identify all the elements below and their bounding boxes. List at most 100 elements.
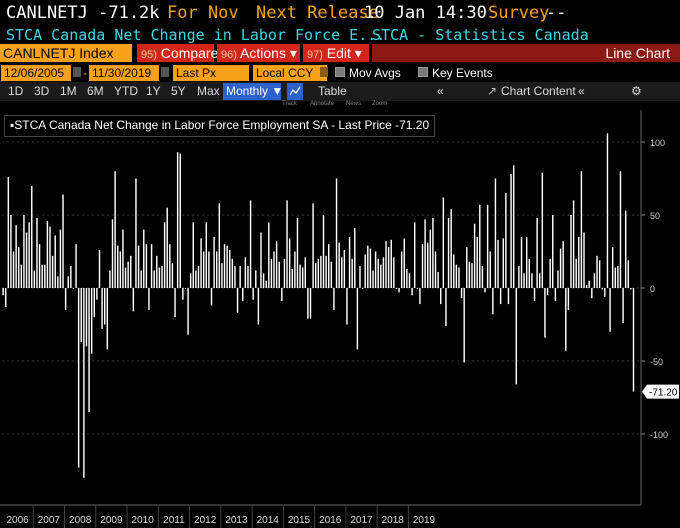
bar xyxy=(364,254,366,288)
chart-content-button[interactable]: Chart Content xyxy=(501,84,576,98)
bar xyxy=(294,251,296,288)
bar xyxy=(580,171,583,288)
bar xyxy=(299,264,301,288)
bar xyxy=(583,232,585,288)
bar xyxy=(187,288,189,335)
period-6m[interactable]: 6M xyxy=(87,84,104,98)
bar xyxy=(166,207,168,288)
bar xyxy=(372,270,374,288)
bar xyxy=(393,257,395,288)
period-3d[interactable]: 3D xyxy=(34,84,50,98)
bar xyxy=(484,288,486,293)
bar xyxy=(330,261,333,288)
bar xyxy=(93,288,95,318)
bar xyxy=(619,171,622,288)
period-1y[interactable]: 1Y xyxy=(146,84,161,98)
bar xyxy=(572,200,575,288)
x-tick-label: 2015 xyxy=(288,515,311,526)
x-tick-label: 2006 xyxy=(7,515,30,526)
bar xyxy=(270,258,273,288)
track-tool[interactable]: Track xyxy=(282,101,297,107)
bar xyxy=(20,264,23,288)
bar xyxy=(140,270,142,288)
end-calendar-icon[interactable] xyxy=(161,67,169,77)
period-5y[interactable]: 5Y xyxy=(171,84,186,98)
news-tool[interactable]: News xyxy=(346,101,362,107)
bar xyxy=(369,248,372,288)
bar xyxy=(148,288,150,310)
currency-selector[interactable]: Local CCY xyxy=(253,65,327,81)
compare-button[interactable]: 95) Compare xyxy=(137,44,218,62)
bar xyxy=(288,238,291,288)
bar xyxy=(257,288,260,325)
bar xyxy=(346,288,348,325)
bar xyxy=(609,288,611,332)
bar xyxy=(348,236,351,288)
period-ytd[interactable]: YTD xyxy=(114,84,138,98)
next-release-label: Next Release xyxy=(256,3,379,23)
actions-menu-button[interactable]: 96) Actions ▾ xyxy=(217,44,300,62)
bar xyxy=(103,288,106,325)
header-security-line: CANLNETJ -71.2k For Nov Next Release 10 … xyxy=(0,0,680,26)
chart-legend: ▪STCA Canada Net Change in Labor Force E… xyxy=(4,115,436,137)
bar xyxy=(531,273,533,288)
bar xyxy=(528,258,531,288)
next-release-value: 10 Jan 14:30 xyxy=(364,3,487,23)
zoom-tool[interactable]: Zoom xyxy=(372,101,388,107)
bar xyxy=(64,288,67,310)
bar xyxy=(395,288,398,289)
bar xyxy=(390,239,392,288)
start-calendar-icon[interactable] xyxy=(73,67,81,77)
bar xyxy=(505,193,507,288)
collapse-left-icon[interactable]: « xyxy=(437,84,444,98)
bar xyxy=(304,257,306,288)
bar xyxy=(549,258,551,288)
bar xyxy=(343,250,346,288)
bar xyxy=(15,225,17,288)
bar xyxy=(117,245,119,288)
bar xyxy=(2,288,4,296)
x-tick-label: 2017 xyxy=(350,515,373,526)
collapse-right-icon[interactable]: « xyxy=(578,84,585,98)
gear-icon[interactable]: ⚙ xyxy=(631,84,642,98)
y-tick-label: 100 xyxy=(650,138,665,148)
security-description[interactable]: STCA Canada Net Change in Labor Force E.… xyxy=(6,26,386,44)
bar xyxy=(554,288,557,302)
bar xyxy=(567,288,570,310)
period-max[interactable]: Max xyxy=(197,84,220,98)
bar xyxy=(301,267,304,288)
bar xyxy=(44,264,46,288)
bar xyxy=(46,220,49,288)
bar xyxy=(460,288,463,299)
mov-avgs-checkbox[interactable] xyxy=(335,67,345,77)
security-index-field[interactable]: CANLNETJ Index xyxy=(0,44,132,62)
bar xyxy=(377,258,379,288)
period-1m[interactable]: 1M xyxy=(60,84,77,98)
bar xyxy=(4,288,7,307)
annotate-tool[interactable]: Annotate xyxy=(310,101,335,107)
chart-type-label[interactable]: Line Chart xyxy=(372,44,680,62)
bar xyxy=(591,288,593,299)
table-button[interactable]: Table xyxy=(318,84,347,98)
key-events-checkbox[interactable] xyxy=(418,67,428,77)
currency-dropdown-icon[interactable] xyxy=(320,67,328,77)
data-source[interactable]: STCA - Statistics Canada xyxy=(372,26,589,44)
bar xyxy=(31,185,33,288)
line-chart-icon[interactable] xyxy=(287,83,303,100)
start-date-field[interactable]: 12/06/2005 xyxy=(1,65,71,81)
bar xyxy=(455,264,458,288)
period-1d[interactable]: 1D xyxy=(8,84,24,98)
field-selector[interactable]: Last Px xyxy=(173,65,249,81)
x-tick-label: 2014 xyxy=(257,515,280,526)
bar xyxy=(273,251,275,288)
bar xyxy=(161,266,163,288)
bar xyxy=(630,288,632,290)
bar xyxy=(296,217,299,288)
bar xyxy=(57,276,59,288)
bar xyxy=(314,263,317,288)
bar xyxy=(208,251,210,288)
end-date-field[interactable]: 11/30/2019 xyxy=(89,65,159,81)
frequency-selector[interactable]: Monthly ▼ xyxy=(223,83,283,100)
edit-menu-button[interactable]: 97) Edit ▾ xyxy=(303,44,369,62)
